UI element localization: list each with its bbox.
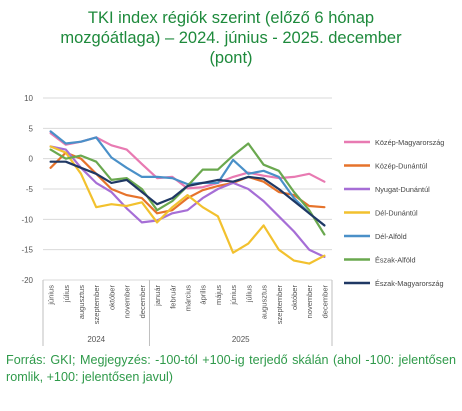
chart-title: TKI index régiók szerint (előző 6 hónap … xyxy=(0,8,462,68)
series-line xyxy=(49,160,326,227)
source-note: Forrás: GKI; Megjegyzés: -100-tól +100-i… xyxy=(6,353,456,384)
axes: -20 -15 -10 -5 0 5 10 június július augusztus szep… xyxy=(21,94,333,346)
x-tick-label: december xyxy=(320,285,329,319)
series-line xyxy=(49,130,326,227)
x-tick-label: november xyxy=(305,285,314,319)
legend-label: Dél-Alföld xyxy=(375,232,407,241)
x-tick-label: június xyxy=(47,285,56,306)
x-tick-label: október xyxy=(290,285,299,311)
series-lines xyxy=(49,130,326,265)
legend-label: Közép-Magyarország xyxy=(375,138,444,147)
x-tick-label: január xyxy=(153,285,162,307)
x-tick-label: április xyxy=(199,285,208,305)
y-tick-label: 5 xyxy=(29,124,34,133)
legend-label: Közép-Dunántúl xyxy=(375,162,428,171)
y-tick-label: 10 xyxy=(24,94,33,103)
year-group-label: 2025 xyxy=(232,335,250,344)
x-tick-label: július xyxy=(244,285,253,303)
chart-title-line: TKI index régiók szerint (előző 6 hónap xyxy=(87,9,375,27)
x-tick-label: augusztus xyxy=(77,285,86,319)
legend-label: Dél-Dunántúl xyxy=(375,209,418,218)
legend-label: Észak-Magyarország xyxy=(375,279,444,288)
chart-title-line: (pont) xyxy=(209,49,253,67)
legend: Közép-Magyarország Közép-Dunántúl Nyugat-D… xyxy=(344,138,444,288)
x-tick-label: május xyxy=(214,285,223,305)
legend-label: Észak-Alföld xyxy=(375,256,416,265)
y-tick-label: -5 xyxy=(26,185,34,194)
x-tick-label: február xyxy=(168,284,177,308)
y-tick-label: 0 xyxy=(29,155,34,164)
x-tick-label: március xyxy=(184,285,193,312)
chart-title-line: mozgóátlaga) – 2024. június - 2025. dece… xyxy=(60,29,402,47)
x-tick-label: október xyxy=(107,285,116,311)
y-tick-label: -15 xyxy=(21,246,33,255)
x-tick-label: augusztus xyxy=(260,285,269,319)
legend-label: Nyugat-Dunántúl xyxy=(375,185,430,194)
y-tick-label: -20 xyxy=(21,276,33,285)
series-line xyxy=(49,145,326,265)
x-tick-label: november xyxy=(123,285,132,319)
x-tick-label: szeptember xyxy=(275,285,284,325)
x-tick-label: december xyxy=(138,285,147,319)
y-tick-label: -10 xyxy=(21,215,33,224)
x-tick-label: szeptember xyxy=(92,285,101,325)
year-group-label: 2024 xyxy=(87,335,105,344)
x-tick-label: június xyxy=(229,285,238,306)
x-tick-label: július xyxy=(62,285,71,303)
series-line xyxy=(49,145,326,258)
